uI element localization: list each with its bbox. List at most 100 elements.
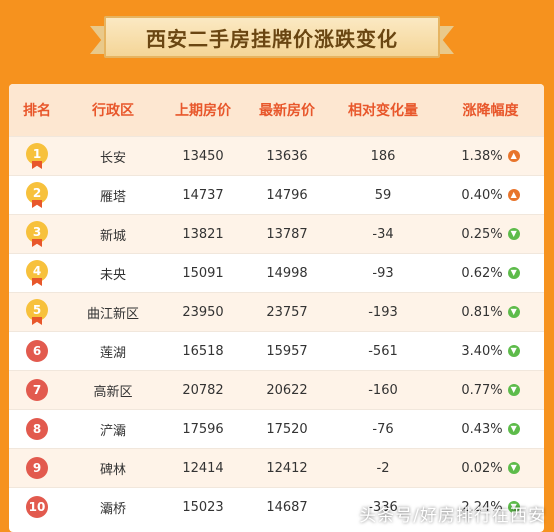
rank-cell: 4 (9, 260, 65, 286)
district-cell: 雁塔 (99, 189, 126, 205)
change-cell: 59 (374, 187, 392, 203)
arrow-up-icon: ▲ (507, 189, 520, 201)
pct-cell: 2.24% ▼ (437, 500, 544, 515)
arrow-down-icon: ▼ (507, 423, 520, 435)
district-cell: 长安 (99, 150, 126, 166)
rank-cell: 10 (9, 496, 65, 518)
rank-number: 2 (26, 182, 48, 204)
change-cell: -160 (368, 382, 398, 398)
district-cell: 未央 (99, 267, 126, 283)
rank-cell: 5 (9, 299, 65, 325)
pct-cell: 3.40% ▼ (437, 344, 544, 359)
pct-value: 1.38% (461, 148, 503, 164)
latest-price-cell: 14687 (266, 499, 308, 515)
prev-price-cell: 14737 (182, 187, 224, 203)
arrow-down-icon: ▼ (507, 501, 520, 513)
district-cell: 浐灞 (99, 423, 126, 439)
latest-price-cell: 13787 (266, 226, 308, 242)
price-table: 排名 行政区 上期房价 最新房价 相对变化量 涨降幅度 1 长安 13450 1363… (9, 84, 544, 532)
change-cell: -93 (372, 265, 394, 281)
district-cell: 灞桥 (99, 501, 126, 517)
district-cell: 碑林 (99, 462, 126, 478)
rank-badge: 7 (26, 379, 48, 401)
pct-value: 0.02% (461, 460, 503, 476)
district-cell: 莲湖 (99, 345, 126, 361)
prev-price-cell: 13450 (182, 148, 224, 164)
watermark: 头条号/好房排行在西安 (359, 506, 546, 526)
table-row: 10 灞桥 15023 14687 -336 2.24% ▼ (9, 487, 544, 526)
table-row: 3 新城 13821 13787 -34 0.25% ▼ (9, 214, 544, 253)
prev-price-cell: 12414 (182, 460, 224, 476)
prev-price-cell: 16518 (182, 343, 224, 359)
latest-price-cell: 15957 (266, 343, 308, 359)
prev-price-cell: 23950 (182, 304, 224, 320)
arrow-down-icon: ▼ (507, 345, 520, 357)
latest-price-cell: 20622 (266, 382, 308, 398)
arrow-down-icon: ▼ (507, 384, 520, 396)
table-row: 1 长安 13450 13636 186 1.38% ▲ (9, 136, 544, 175)
change-cell: -561 (368, 343, 398, 359)
rank-badge: 6 (26, 340, 48, 362)
rank-cell: 9 (9, 457, 65, 479)
pct-value: 0.25% (461, 226, 503, 242)
arrow-down-icon: ▼ (507, 267, 520, 279)
latest-price-cell: 17520 (266, 421, 308, 437)
rank-number: 5 (26, 299, 48, 321)
change-cell: -336 (368, 499, 398, 515)
pct-value: 0.77% (461, 382, 503, 398)
title-banner: 西安二手房挂牌价涨跌变化 (104, 16, 440, 58)
rank-badge: 9 (26, 457, 48, 479)
medal-icon: 3 (26, 221, 48, 247)
rank-cell: 7 (9, 379, 65, 401)
prev-price-cell: 15023 (182, 499, 224, 515)
arrow-down-icon: ▼ (507, 228, 520, 240)
pct-value: 0.81% (461, 304, 503, 320)
arrow-up-icon: ▲ (507, 150, 520, 162)
change-cell: -34 (372, 226, 394, 242)
table-header: 排名 行政区 上期房价 最新房价 相对变化量 涨降幅度 (9, 84, 544, 136)
medal-icon: 5 (26, 299, 48, 325)
rank-cell: 8 (9, 418, 65, 440)
pct-cell: 0.02% ▼ (437, 461, 544, 476)
pct-value: 0.40% (461, 187, 503, 203)
latest-price-cell: 14796 (266, 187, 308, 203)
header-change: 相对变化量 (348, 103, 418, 119)
header-district: 行政区 (92, 103, 134, 119)
pct-cell: 0.43% ▼ (437, 422, 544, 437)
district-cell: 高新区 (93, 384, 133, 400)
pct-value: 2.24% (461, 499, 503, 515)
prev-price-cell: 20782 (182, 382, 224, 398)
table-row: 2 雁塔 14737 14796 59 0.40% ▲ (9, 175, 544, 214)
table-body: 1 长安 13450 13636 186 1.38% ▲ 2 雁塔 14737 14796 59 0.4… (9, 136, 544, 526)
prev-price-cell: 13821 (182, 226, 224, 242)
rank-cell: 6 (9, 340, 65, 362)
change-cell: -76 (372, 421, 394, 437)
table-row: 8 浐灞 17596 17520 -76 0.43% ▼ (9, 409, 544, 448)
header-latest-price: 最新房价 (259, 103, 315, 119)
title-ribbon: 西安二手房挂牌价涨跌变化 (90, 10, 454, 66)
medal-icon: 1 (26, 143, 48, 169)
rank-cell: 2 (9, 182, 65, 208)
header-pct: 涨降幅度 (462, 103, 519, 119)
pct-cell: 1.38% ▲ (437, 149, 544, 164)
header-rank: 排名 (23, 103, 51, 119)
header-prev-price: 上期房价 (175, 103, 231, 119)
table-row: 4 未央 15091 14998 -93 0.62% ▼ (9, 253, 544, 292)
rank-cell: 1 (9, 143, 65, 169)
pct-value: 0.62% (461, 265, 503, 281)
arrow-down-icon: ▼ (507, 462, 520, 474)
rank-badge: 8 (26, 418, 48, 440)
medal-icon: 2 (26, 182, 48, 208)
pct-value: 3.40% (461, 343, 503, 359)
rank-number: 3 (26, 221, 48, 243)
pct-cell: 0.77% ▼ (437, 383, 544, 398)
table-row: 5 曲江新区 23950 23757 -193 0.81% ▼ (9, 292, 544, 331)
table-row: 6 莲湖 16518 15957 -561 3.40% ▼ (9, 331, 544, 370)
pct-cell: 0.62% ▼ (437, 266, 544, 281)
table-row: 7 高新区 20782 20622 -160 0.77% ▼ (9, 370, 544, 409)
rank-cell: 3 (9, 221, 65, 247)
rank-number: 1 (26, 143, 48, 165)
rank-badge: 10 (26, 496, 48, 518)
district-cell: 新城 (99, 228, 126, 244)
page-title: 西安二手房挂牌价涨跌变化 (146, 26, 398, 51)
